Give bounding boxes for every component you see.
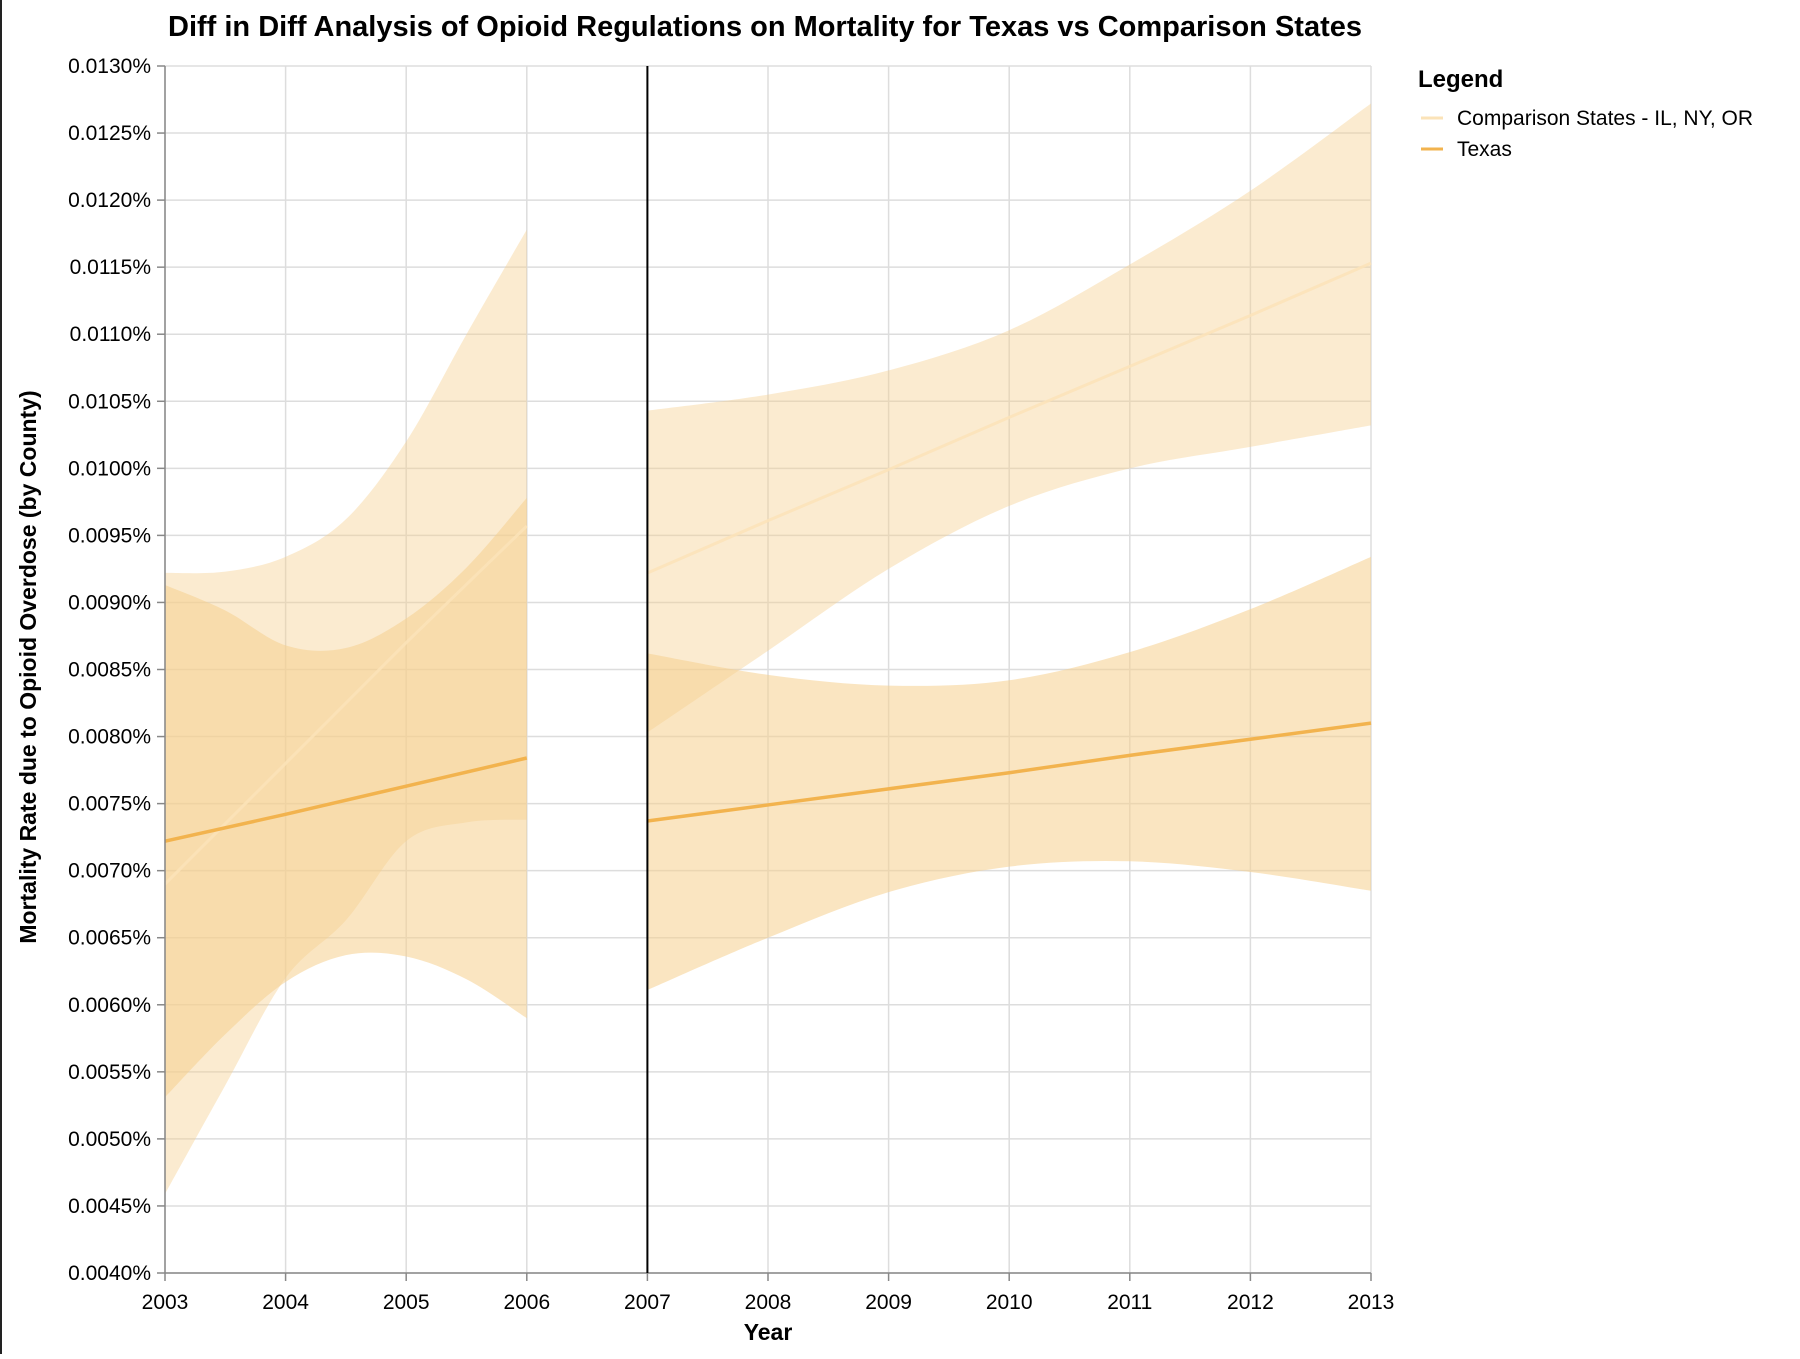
chart-title: Diff in Diff Analysis of Opioid Regulati…: [168, 11, 1362, 43]
y-tick-label: 0.0095%: [68, 524, 151, 547]
y-tick-label: 0.0080%: [68, 726, 151, 749]
y-tick-label: 0.0060%: [68, 994, 151, 1017]
trend-line: [647, 721, 1372, 823]
x-tick-label: 2009: [865, 1291, 912, 1314]
x-tick-label: 2007: [624, 1291, 671, 1314]
y-tick-label: 0.0055%: [68, 1061, 151, 1084]
y-axis-title: Mortality Rate due to Opioid Overdose (b…: [15, 390, 41, 943]
x-axis-title: Year: [744, 1319, 793, 1345]
legend-title: Legend: [1418, 66, 1503, 93]
y-tick-label: 0.0050%: [68, 1128, 151, 1151]
x-tick-label: 2006: [503, 1291, 550, 1314]
trend-line: [646, 261, 1372, 575]
y-tick-label: 0.0120%: [68, 189, 151, 212]
y-tick-label: 0.0105%: [68, 390, 151, 413]
y-tick-label: 0.0110%: [70, 323, 151, 346]
axes: [157, 65, 1372, 1281]
y-tick-label: 0.0045%: [68, 1195, 151, 1218]
trend-line: [163, 524, 528, 886]
y-tick-label: 0.0090%: [68, 591, 151, 614]
trend-line: [164, 756, 528, 843]
y-tick-label: 0.0085%: [68, 659, 151, 682]
x-tick-label: 2011: [1107, 1291, 1152, 1314]
trend-lines: [163, 261, 1372, 886]
y-tick-label: 0.0065%: [68, 927, 151, 950]
x-tick-labels: 2003 2004 2005 2006 2007 2008 2009 2010 2011 2012…: [142, 1291, 1395, 1314]
x-tick-label: 2004: [262, 1291, 309, 1314]
y-tick-label: 0.0125%: [68, 122, 151, 145]
y-tick-label: 0.0075%: [68, 793, 151, 816]
legend: Legend Comparison States - IL, NY, OR Tex…: [1418, 66, 1753, 161]
x-tick-label: 2005: [383, 1291, 430, 1314]
x-tick-label: 2013: [1348, 1291, 1395, 1314]
x-tick-label: 2012: [1227, 1291, 1274, 1314]
confidence-band: [165, 497, 527, 1098]
legend-label: Texas: [1457, 138, 1512, 161]
x-tick-label: 2008: [745, 1291, 792, 1314]
legend-label: Comparison States - IL, NY, OR: [1457, 107, 1753, 130]
y-tick-label: 0.0070%: [68, 860, 151, 883]
y-tick-labels: 0.0040% 0.0045% 0.0050% 0.0055% 0.0060% 0.006…: [68, 55, 151, 1285]
y-tick-label: 0.0115%: [70, 256, 151, 279]
frame-border: [0, 0, 2, 1354]
y-tick-label: 0.0040%: [68, 1262, 151, 1285]
y-tick-label: 0.0100%: [68, 457, 151, 480]
x-tick-label: 2010: [986, 1291, 1033, 1314]
y-tick-label: 0.0130%: [68, 55, 151, 78]
x-tick-label: 2003: [142, 1291, 189, 1314]
